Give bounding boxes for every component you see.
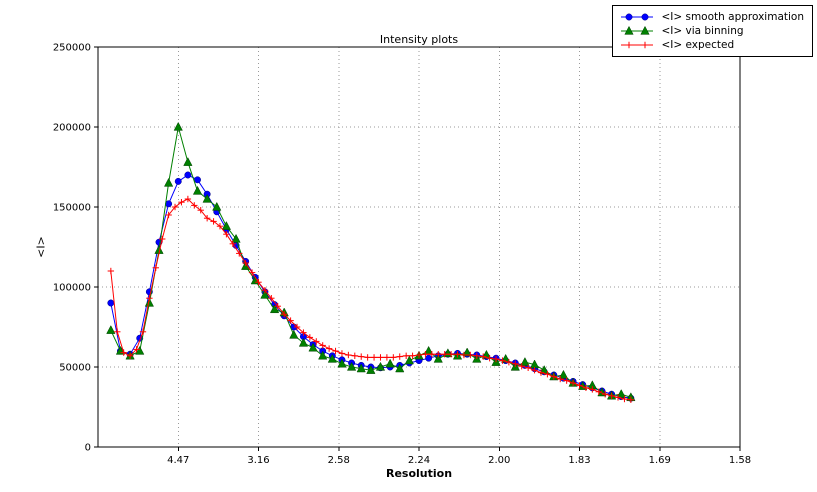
marker-triangle	[616, 389, 626, 398]
x-tick-label: 1.58	[729, 455, 751, 466]
marker-triangle	[366, 365, 376, 374]
x-axis-label: Resolution	[385, 467, 453, 480]
series-line-1	[110, 126, 632, 398]
marker-triangle	[221, 221, 232, 230]
series-line-2	[110, 198, 631, 401]
legend-marker-icon	[621, 41, 654, 49]
marker-triangle	[433, 353, 443, 363]
marker-triangle	[144, 297, 154, 307]
x-tick-label: 2.58	[328, 455, 350, 466]
legend-label: <I> expected	[661, 39, 735, 51]
marker-triangle	[640, 25, 651, 35]
x-tick-label: 2.00	[488, 455, 510, 466]
y-tick-label: 0	[85, 443, 91, 454]
marker-triangle	[346, 361, 357, 371]
marker-triangle	[337, 358, 347, 368]
x-tick-label: 1.83	[568, 455, 590, 466]
y-tick-label: 150000	[53, 203, 91, 214]
marker-triangle	[318, 350, 328, 360]
marker-triangle	[462, 347, 472, 357]
marker-circle	[174, 177, 182, 185]
marker-triangle	[443, 348, 453, 358]
marker-circle	[642, 13, 649, 21]
legend-label: <I> smooth approximation	[661, 11, 804, 23]
marker-circle	[107, 299, 115, 307]
marker-triangle	[404, 355, 414, 365]
marker-triangle	[164, 177, 174, 187]
marker-triangle	[308, 342, 318, 352]
marker-triangle	[375, 361, 386, 371]
y-tick-label: 250000	[53, 43, 91, 54]
marker-triangle	[183, 157, 193, 166]
marker-triangle	[327, 353, 337, 363]
marker-triangle	[173, 121, 183, 131]
legend-entry: <I> expected	[619, 39, 804, 51]
legend-entry: <I> smooth approximation	[619, 11, 804, 23]
chart-title: Intensity plots	[379, 33, 459, 46]
y-tick-label: 50000	[59, 363, 91, 374]
marker-triangle	[212, 201, 222, 211]
marker-triangle	[269, 304, 280, 314]
marker-triangle	[192, 185, 203, 195]
legend: <I> smooth approximation <I> via binning <…	[612, 5, 813, 57]
marker-triangle	[558, 369, 569, 379]
x-tick-label: 2.24	[408, 455, 430, 466]
marker-triangle	[289, 329, 299, 339]
marker-triangle	[395, 363, 405, 373]
y-tick-label: 200000	[53, 123, 91, 134]
marker-circle	[184, 171, 192, 179]
legend-label: <I> via binning	[661, 25, 744, 37]
marker-circle	[626, 13, 633, 21]
marker-triangle	[356, 363, 366, 373]
marker-triangle	[520, 357, 530, 366]
marker-circle	[194, 176, 201, 184]
marker-triangle	[231, 233, 241, 243]
marker-triangle	[260, 289, 270, 299]
marker-triangle	[202, 193, 212, 203]
marker-triangle	[385, 358, 395, 368]
x-tick-label: 3.16	[247, 455, 269, 466]
y-tick-label: 100000	[53, 283, 91, 294]
x-tick-label: 4.47	[167, 455, 189, 466]
x-tick-label: 1.69	[649, 455, 671, 466]
marker-triangle	[624, 25, 635, 35]
marker-circle	[425, 354, 433, 362]
marker-triangle	[106, 325, 116, 334]
legend-entry: <I> via binning	[619, 25, 804, 37]
marker-triangle	[298, 337, 309, 347]
legend-marker-icon	[621, 13, 654, 21]
marker-triangle	[135, 345, 145, 355]
y-axis-label: <I>	[34, 236, 48, 258]
legend-marker-icon	[621, 25, 654, 35]
